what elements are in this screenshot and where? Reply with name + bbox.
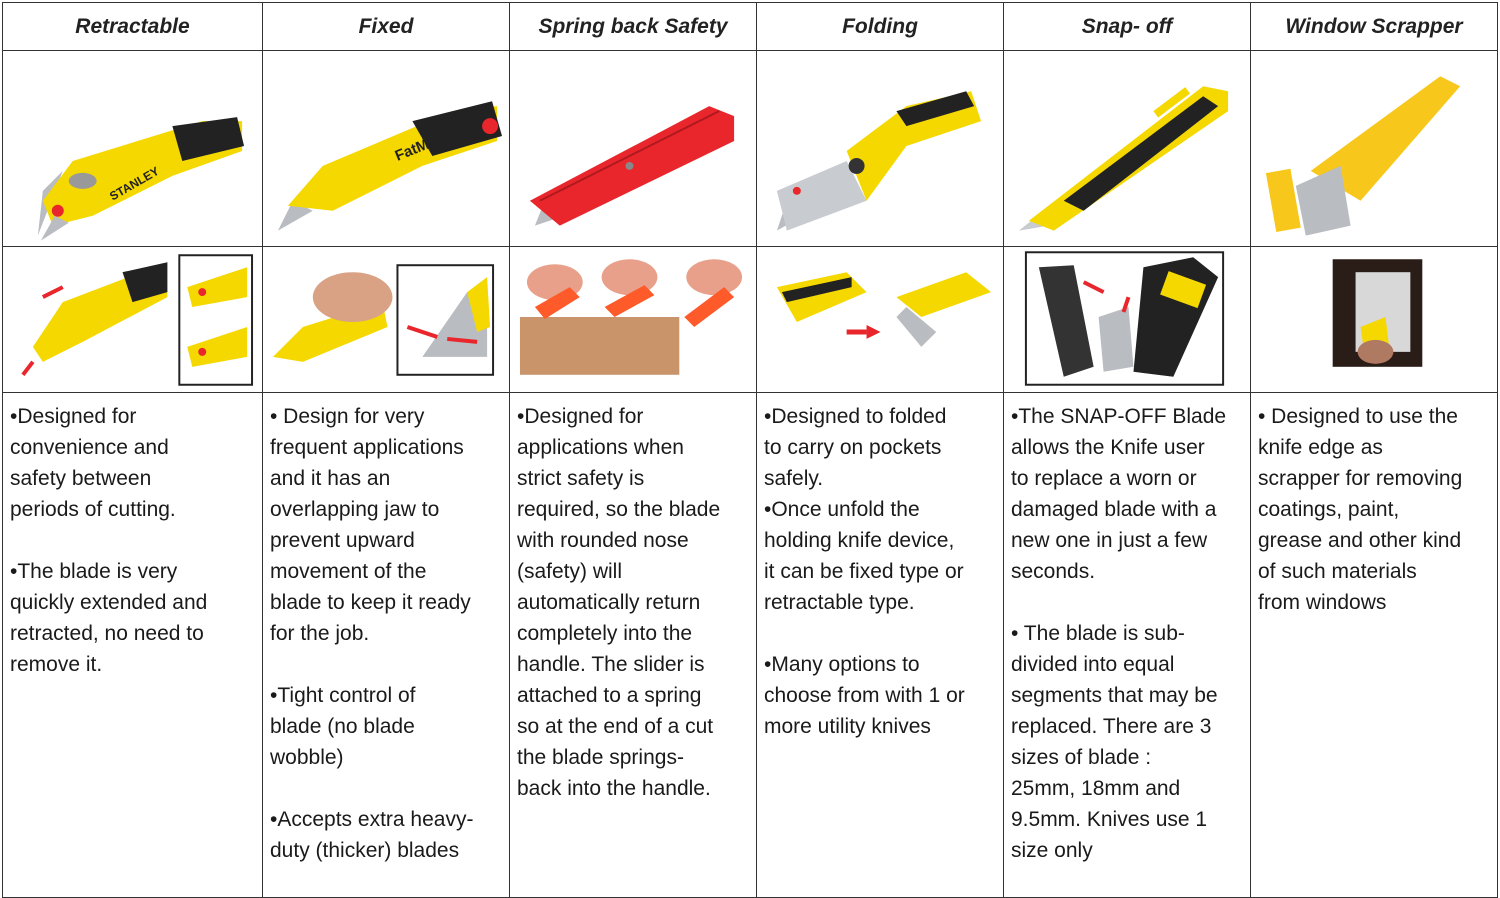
header-window-scrapper: Window Scrapper [1250, 2, 1498, 51]
retractable-description: •Designed for convenience and safety bet… [2, 392, 263, 898]
window-scrapper-image [1250, 50, 1498, 247]
description-paragraph: •The blade is very quickly extended and … [10, 560, 208, 676]
description-paragraph: • Designed to use the knife edge as scra… [1258, 405, 1463, 614]
header-spring-back-safety: Spring back Safety [509, 2, 757, 51]
spring-back-safety-knife-image [509, 50, 757, 247]
header-retractable: Retractable [2, 2, 263, 51]
fixed-knife-image: FatMax [262, 50, 510, 247]
usage-image-row [2, 246, 1498, 393]
snap-off-usage-image [1003, 246, 1251, 393]
snap-off-knife-image [1003, 50, 1251, 247]
description-paragraph: •Accepts extra heavy- duty (thicker) bla… [270, 808, 474, 862]
description-paragraph: •Designed for applications when strict s… [517, 405, 721, 800]
fixed-usage-image [262, 246, 510, 393]
header-snap-off: Snap- off [1003, 2, 1251, 51]
snap-off-description: •The SNAP-OFF Blade allows the Knife use… [1003, 392, 1251, 898]
fixed-description: • Design for very frequent applications … [262, 392, 510, 898]
description-paragraph: •Designed to folded to carry on pockets … [764, 405, 964, 614]
folding-knife-image [756, 50, 1004, 247]
folding-usage-image [756, 246, 1004, 393]
spring-back-safety-description: •Designed for applications when strict s… [509, 392, 757, 898]
description-paragraph: •Many options to choose from with 1 or m… [764, 653, 965, 738]
header-row: Retractable Fixed Spring back Safety Fol… [2, 2, 1498, 51]
header-fixed: Fixed [262, 2, 510, 51]
window-scrapper-usage-image [1250, 246, 1498, 393]
description-paragraph: • The blade is sub- divided into equal s… [1011, 622, 1218, 862]
retractable-usage-image [2, 246, 263, 393]
description-paragraph: •Designed for convenience and safety bet… [10, 405, 176, 521]
description-row: •Designed for convenience and safety bet… [2, 392, 1498, 898]
product-image-row: STANLEY FatMax [2, 50, 1498, 247]
description-paragraph: •The SNAP-OFF Blade allows the Knife use… [1011, 405, 1227, 583]
folding-description: •Designed to folded to carry on pockets … [756, 392, 1004, 898]
header-folding: Folding [756, 2, 1004, 51]
description-paragraph: • Design for very frequent applications … [270, 405, 471, 645]
spring-back-usage-image [509, 246, 757, 393]
window-scrapper-description: • Designed to use the knife edge as scra… [1250, 392, 1498, 898]
description-paragraph: •Tight control of blade (no blade wobble… [270, 684, 416, 769]
retractable-knife-image: STANLEY [2, 50, 263, 247]
